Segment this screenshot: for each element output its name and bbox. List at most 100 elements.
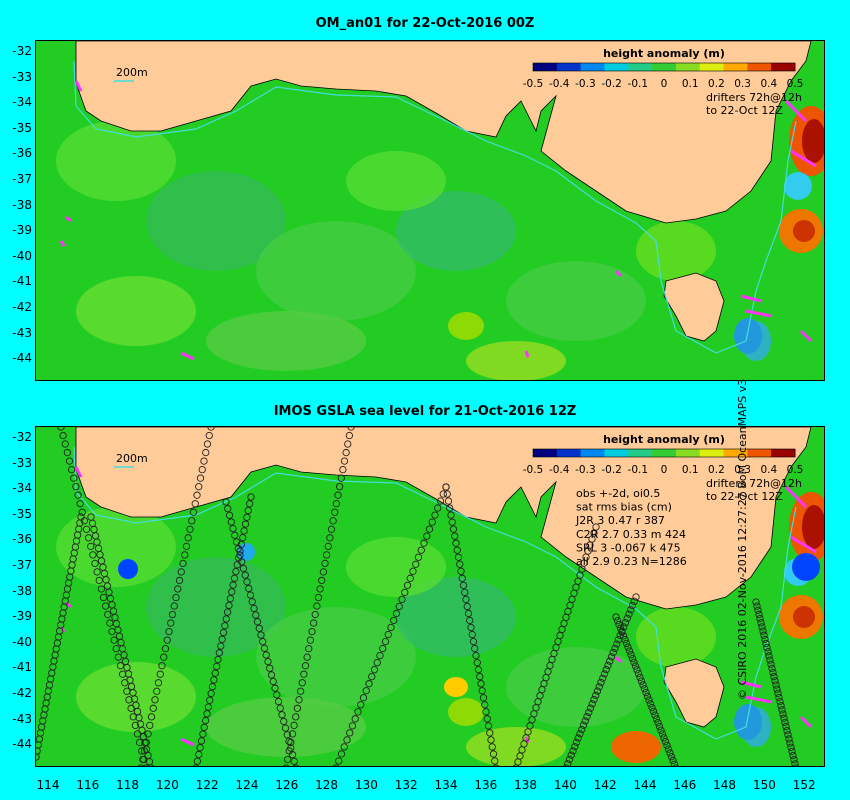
drifters-label: drifters 72h@12h: [706, 91, 802, 104]
x-tick-label: 140: [553, 778, 577, 792]
drifter-track: [180, 351, 195, 361]
altimeter-obs: [340, 457, 349, 465]
altimeter-obs: [789, 751, 797, 760]
altimeter-obs: [146, 721, 154, 730]
altimeter-obs: [439, 490, 447, 498]
altimeter-obs: [316, 585, 324, 593]
altimeter-obs: [406, 574, 414, 582]
altimeter-obs: [196, 744, 204, 752]
altimeter-obs: [403, 581, 412, 590]
altimeter-obs: [202, 448, 210, 457]
y-tick-label: -39: [12, 223, 32, 238]
altimeter-obs: [104, 610, 112, 619]
altimeter-obs: [472, 651, 480, 660]
altimeter-obs: [195, 750, 203, 759]
drifter-track: [790, 535, 817, 554]
drifter-track: [799, 329, 813, 343]
colorbar-tick-label: -0.1: [628, 78, 649, 90]
anomaly-patch: [146, 557, 286, 657]
altimeter-obs: [436, 497, 445, 505]
altimeter-obs: [139, 755, 147, 764]
panel-2-map[interactable]: height anomaly (m) -0.5 -0.4 -0.3 -0.2 -0.1 0 0…: [35, 426, 825, 767]
altimeter-obs: [334, 491, 342, 499]
altimeter-obs: [672, 764, 680, 766]
altimeter-obs: [203, 440, 212, 448]
x-tick-label: 120: [155, 778, 179, 792]
altimeter-obs: [491, 757, 499, 765]
altimeter-obs: [775, 693, 783, 702]
altimeter-obs: [195, 483, 203, 491]
altimeter-obs: [285, 737, 293, 746]
altimeter-obs: [574, 734, 582, 742]
drifter-track: [799, 715, 813, 729]
altimeter-obs: [234, 554, 243, 562]
x-tick-label: 136: [474, 778, 498, 792]
altimeter-obs: [59, 431, 67, 440]
altimeter-obs: [581, 717, 589, 725]
altimeter-obs: [223, 608, 232, 616]
anomaly-patch: [636, 607, 716, 667]
x-tick-label: 146: [673, 778, 697, 792]
x-tick-label: 124: [235, 778, 259, 792]
altimeter-obs: [175, 576, 184, 585]
altimeter-obs: [230, 574, 239, 582]
stats-line: sat rms bias (cm): [576, 501, 672, 514]
altimeter-obs: [266, 664, 274, 672]
panel-2-map-svg: height anomaly (m) -0.5 -0.4 -0.3 -0.2 -0.1 0 0…: [36, 427, 824, 766]
altimeter-obs: [613, 640, 621, 648]
colorbar-title: height anomaly (m): [603, 433, 725, 446]
altimeter-obs: [473, 658, 481, 667]
altimeter-obs: [651, 711, 659, 719]
altimeter-obs: [459, 581, 468, 590]
altimeter-obs: [376, 651, 384, 660]
altimeter-obs: [211, 669, 219, 677]
drifter-track: [524, 350, 530, 358]
x-tick-label: 114: [36, 778, 60, 792]
altimeter-obs: [182, 542, 191, 551]
altimeter-obs: [91, 559, 99, 568]
colorbar-segment: [533, 63, 558, 71]
drifter-track: [65, 215, 72, 223]
altimeter-obs: [184, 534, 192, 542]
altimeter-obs: [646, 700, 655, 708]
altimeter-obs: [93, 568, 101, 576]
altimeter-obs: [639, 681, 647, 689]
altimeter-obs: [179, 559, 187, 568]
altimeter-obs: [67, 465, 76, 474]
altimeter-obs: [757, 619, 765, 627]
altimeter-obs: [280, 717, 288, 726]
y-tick-label: -41: [12, 274, 32, 289]
altimeter-obs: [335, 757, 343, 765]
altimeter-obs: [262, 651, 270, 659]
altimeter-obs: [791, 760, 799, 766]
panel-1-map[interactable]: height anomaly (m) -0.5 -0.4 -0.3 -0.2 -0.1 0 0…: [35, 40, 825, 381]
altimeter-obs: [792, 764, 800, 766]
altimeter-obs: [193, 491, 201, 499]
altimeter-obs: [200, 723, 208, 731]
altimeter-obs: [295, 696, 303, 704]
altimeter-obs: [627, 606, 635, 614]
altimeter-obs: [655, 722, 664, 731]
x-tick-label: 150: [752, 778, 776, 792]
altimeter-obs: [461, 588, 469, 597]
altimeter-obs: [174, 585, 182, 593]
anomaly-patch: [396, 191, 516, 271]
altimeter-obs: [761, 635, 769, 644]
anomaly-patch: [506, 261, 646, 341]
altimeter-obs: [267, 671, 276, 679]
altimeter-obs: [343, 736, 351, 744]
altimeter-obs: [425, 525, 434, 533]
colorbar-segment: [771, 449, 796, 457]
altimeter-obs: [616, 631, 624, 640]
y-tick-label: -43: [12, 711, 32, 726]
altimeter-obs: [144, 730, 152, 738]
colorbar-segment: [747, 63, 772, 71]
altimeter-obs: [264, 657, 272, 666]
altimeter-obs: [332, 764, 340, 766]
altimeter-obs: [778, 706, 786, 714]
warm-eddy-core: [793, 606, 815, 628]
altimeter-obs: [586, 704, 595, 712]
altimeter-obs: [755, 610, 763, 619]
altimeter-obs: [630, 658, 638, 666]
altimeter-obs: [243, 513, 251, 521]
